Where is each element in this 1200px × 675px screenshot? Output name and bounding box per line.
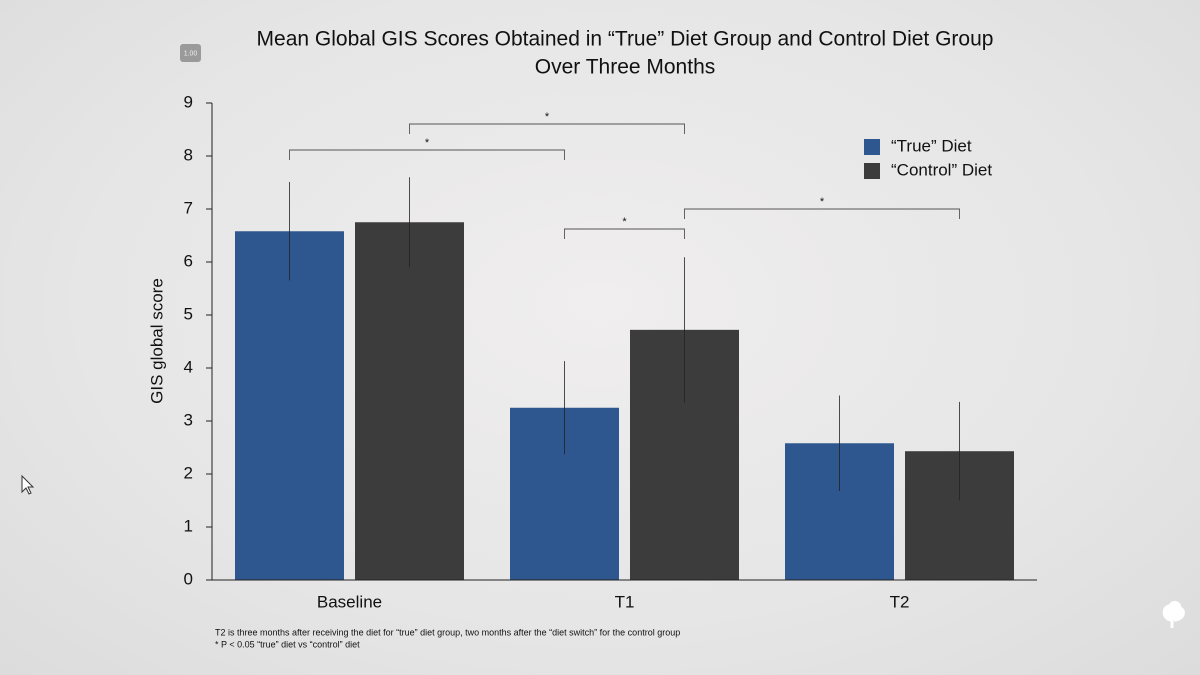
bar — [235, 231, 344, 580]
legend-label: “True” Diet — [891, 136, 972, 155]
y-tick-label: 4 — [184, 357, 193, 376]
y-tick-label: 8 — [184, 145, 193, 164]
significance-bracket — [409, 123, 685, 134]
chart-title: Over Three Months — [535, 56, 716, 79]
y-tick-label: 6 — [184, 251, 193, 270]
y-tick-label: 3 — [184, 410, 193, 429]
footnote: T2 is three months after receiving the d… — [215, 627, 680, 637]
speed-badge: 1.00 — [184, 50, 198, 57]
legend-swatch — [864, 139, 880, 155]
x-tick-label: T2 — [890, 592, 910, 611]
y-axis-label: GIS global score — [147, 278, 166, 404]
speed-badge-bg — [180, 44, 201, 62]
y-tick-label: 5 — [184, 304, 193, 323]
footnote: * P < 0.05 “true” diet vs “control” diet — [215, 639, 360, 649]
legend-swatch — [864, 163, 880, 179]
y-tick-label: 1 — [184, 516, 193, 535]
y-tick-label: 2 — [184, 463, 193, 482]
legend-label: “Control” Diet — [891, 160, 992, 179]
significance-label: * — [425, 137, 430, 149]
y-tick-label: 7 — [184, 198, 193, 217]
y-tick-label: 9 — [184, 92, 193, 111]
logo — [1162, 600, 1185, 628]
x-tick-label: Baseline — [317, 592, 382, 611]
significance-bracket — [289, 149, 565, 160]
significance-bracket — [564, 228, 685, 239]
bar — [355, 222, 464, 580]
chart-title: Mean Global GIS Scores Obtained in “True… — [257, 28, 994, 51]
cursor — [21, 474, 35, 495]
significance-label: * — [545, 111, 550, 123]
x-tick-label: T1 — [615, 592, 635, 611]
y-tick-label: 0 — [184, 569, 193, 588]
significance-bracket — [684, 208, 960, 219]
significance-label: * — [820, 196, 825, 208]
significance-label: * — [622, 216, 627, 228]
